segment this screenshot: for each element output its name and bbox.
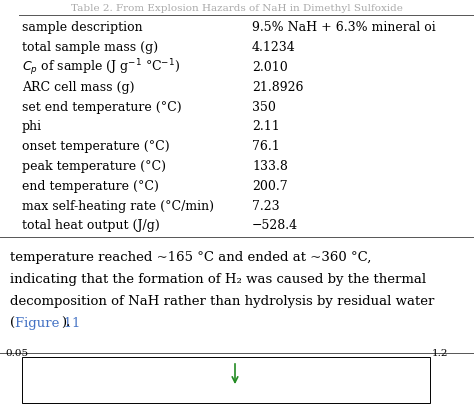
Text: 4.1234: 4.1234 — [252, 41, 296, 54]
Text: decomposition of NaH rather than hydrolysis by residual water: decomposition of NaH rather than hydroly… — [10, 294, 434, 307]
Text: Table 2. From Explosion Hazards of NaH in Dimethyl Sulfoxide: Table 2. From Explosion Hazards of NaH i… — [71, 4, 403, 13]
Text: total heat output (J/g): total heat output (J/g) — [22, 219, 160, 232]
Text: 1.2: 1.2 — [432, 349, 448, 358]
Text: 2.11: 2.11 — [252, 120, 280, 133]
Text: 76.1: 76.1 — [252, 140, 280, 153]
Text: total sample mass (g): total sample mass (g) — [22, 41, 158, 54]
Text: $C_p$ of sample (J g$^{-1}$ °C$^{-1}$): $C_p$ of sample (J g$^{-1}$ °C$^{-1}$) — [22, 57, 180, 78]
Text: 0.05: 0.05 — [5, 349, 28, 358]
Text: onset temperature (°C): onset temperature (°C) — [22, 140, 170, 153]
Text: 21.8926: 21.8926 — [252, 81, 303, 94]
Text: set end temperature (°C): set end temperature (°C) — [22, 100, 182, 113]
Text: temperature reached ~165 °C and ended at ~360 °C,: temperature reached ~165 °C and ended at… — [10, 250, 371, 263]
Text: 200.7: 200.7 — [252, 179, 288, 192]
Text: max self-heating rate (°C/min): max self-heating rate (°C/min) — [22, 199, 214, 212]
Text: −528.4: −528.4 — [252, 219, 298, 232]
Text: ARC cell mass (g): ARC cell mass (g) — [22, 81, 135, 94]
Text: peak temperature (°C): peak temperature (°C) — [22, 160, 166, 173]
Text: sample description: sample description — [22, 21, 143, 34]
Text: indicating that the formation of H₂ was caused by the thermal: indicating that the formation of H₂ was … — [10, 272, 426, 285]
Text: 133.8: 133.8 — [252, 160, 288, 173]
Text: 9.5% NaH + 6.3% mineral oi: 9.5% NaH + 6.3% mineral oi — [252, 21, 436, 34]
Text: phi: phi — [22, 120, 42, 133]
Text: (: ( — [10, 316, 15, 329]
Bar — [22, 357, 430, 403]
Text: 350: 350 — [252, 100, 276, 113]
Text: 7.23: 7.23 — [252, 199, 280, 212]
Text: end temperature (°C): end temperature (°C) — [22, 179, 159, 192]
Text: ).: ). — [61, 316, 70, 329]
Text: Figure 11: Figure 11 — [16, 316, 81, 329]
Text: 2.010: 2.010 — [252, 61, 288, 74]
